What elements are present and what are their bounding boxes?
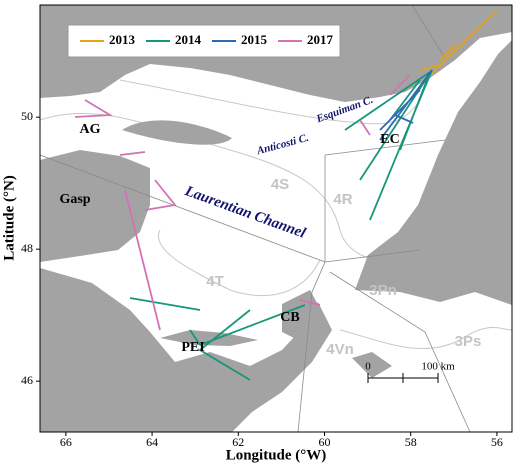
y-tick-label: 46: [21, 373, 33, 387]
tracks: [74, 9, 498, 381]
track: [379, 69, 433, 141]
legend-label: 2017: [307, 32, 334, 47]
place-label: Gasp: [59, 192, 90, 207]
land: [40, 5, 512, 432]
y-tick-label: 48: [21, 241, 33, 255]
place-label: EC: [380, 132, 399, 147]
division-label: 4T: [206, 273, 224, 290]
x-tick-label: 58: [405, 435, 417, 449]
x-tick-label: 66: [60, 435, 72, 449]
x-tick-label: 60: [318, 435, 330, 449]
legend-label: 2015: [241, 32, 268, 47]
x-tick-label: 62: [232, 435, 244, 449]
plot-frame: [39, 4, 513, 433]
place-label: CB: [280, 310, 299, 325]
division-label: 4S: [271, 176, 289, 193]
track: [129, 69, 433, 381]
track: [74, 74, 411, 331]
x-tick-label: 64: [146, 435, 158, 449]
legend-label: 2013: [109, 32, 136, 47]
scale-bar: 0 100 km: [365, 361, 455, 383]
place-label: PEI: [181, 340, 204, 355]
scale-label: 0: [365, 361, 371, 373]
scale-line: [367, 373, 439, 383]
y-tick-label: 50: [21, 109, 33, 123]
division-label: 4Vn: [326, 341, 354, 358]
division-label: 3Ps: [455, 333, 482, 350]
place-label: AG: [80, 122, 101, 137]
nafo-boundaries: [39, 4, 471, 433]
division-label: 3Pn: [369, 282, 397, 299]
scale-label: 100 km: [421, 361, 455, 373]
y-axis-title: Latitude (°N): [1, 175, 17, 261]
x-tick-label: 56: [491, 435, 503, 449]
track: [419, 9, 498, 76]
legend-label: 2014: [175, 32, 202, 47]
x-axis-title: Longitude (°W): [226, 447, 327, 463]
division-label: 4R: [333, 191, 352, 208]
